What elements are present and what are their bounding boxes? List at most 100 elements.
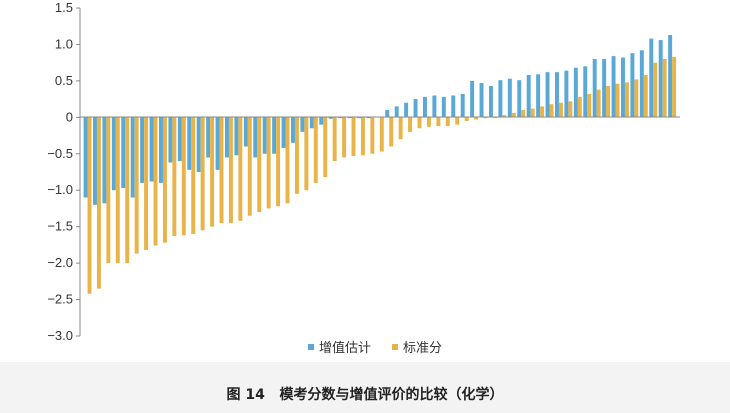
- bar-value-added: [168, 117, 173, 163]
- y-tick-label: 1.5: [55, 0, 73, 15]
- y-tick-label: −2.0: [47, 255, 73, 270]
- bar-value-added: [611, 56, 616, 118]
- bar-standard-score: [87, 117, 92, 294]
- bar-value-added: [234, 117, 239, 156]
- y-tick-label: 0.5: [55, 73, 73, 88]
- bar-standard-score: [568, 101, 573, 118]
- bar-value-added: [177, 117, 182, 162]
- bar-value-added: [215, 117, 220, 170]
- bar-value-added: [92, 117, 97, 205]
- bar-value-added: [413, 99, 418, 118]
- bar-value-added: [517, 80, 522, 118]
- bar-standard-score: [191, 117, 196, 234]
- bar-value-added: [243, 117, 248, 147]
- bar-value-added: [460, 94, 465, 118]
- y-tick-label: −0.5: [47, 146, 73, 161]
- bar-value-added: [564, 70, 569, 118]
- bar-standard-score: [587, 94, 592, 118]
- y-tick-label: 0: [66, 109, 73, 124]
- legend-swatch-standard-score: [392, 344, 398, 350]
- bar-value-added: [451, 95, 456, 118]
- bar-standard-score: [417, 117, 422, 129]
- bar-value-added: [630, 53, 635, 118]
- bar-value-added: [620, 57, 625, 118]
- bar-value-added: [366, 117, 371, 119]
- y-tick-label: −2.5: [47, 292, 73, 307]
- bar-value-added: [507, 78, 512, 118]
- bar-standard-score: [106, 117, 111, 264]
- bar-standard-score: [653, 62, 658, 118]
- bar-standard-score: [408, 117, 413, 132]
- bar-standard-score: [323, 117, 328, 178]
- bar-standard-score: [115, 117, 120, 264]
- bar-standard-score: [238, 117, 243, 221]
- bar-standard-score: [624, 82, 629, 118]
- bar-value-added: [262, 117, 267, 154]
- legend: 增值估计 标准分: [308, 340, 442, 356]
- y-tick-label: −1.0: [47, 182, 73, 197]
- bar-value-added: [639, 50, 644, 118]
- y-tick-label: −3.0: [47, 328, 73, 343]
- bar-standard-score: [558, 102, 563, 118]
- bar-value-added: [281, 117, 286, 148]
- chart-area: 1.5 1.0 0.5 0 −0.5 −1.0 −1.5 −2.0 −2.5 −3.0 增值估计 …: [47, 0, 680, 356]
- bar-value-added: [488, 85, 493, 118]
- bar-value-added: [347, 117, 352, 119]
- bar-value-added: [536, 74, 541, 118]
- bar-standard-score: [313, 117, 318, 183]
- bar-standard-score: [266, 117, 271, 209]
- bar-standard-score: [162, 117, 167, 243]
- bar-value-added: [187, 117, 192, 170]
- bar-value-added: [111, 117, 116, 191]
- caption-bar: 图 14 模考分数与增值评价的比较（化学）: [0, 362, 730, 413]
- bar-standard-score: [492, 117, 497, 119]
- bar-value-added: [658, 40, 663, 118]
- bar-standard-score: [615, 83, 620, 118]
- bar-value-added: [130, 117, 135, 198]
- bar-standard-score: [606, 85, 611, 118]
- bar-value-added: [300, 117, 305, 132]
- bar-standard-score: [219, 117, 224, 224]
- bar-standard-score: [96, 117, 101, 289]
- bar-value-added: [309, 117, 314, 129]
- bar-value-added: [385, 110, 390, 118]
- bar-value-added: [83, 117, 88, 198]
- bar-standard-score: [426, 117, 431, 127]
- bar-standard-score: [436, 117, 441, 127]
- bar-value-added: [394, 106, 399, 118]
- bar-standard-score: [577, 96, 582, 118]
- bar-value-added: [545, 72, 550, 118]
- bar-standard-score: [228, 117, 233, 224]
- bar-value-added: [224, 117, 229, 158]
- bar-standard-score: [172, 117, 177, 237]
- bar-standard-score: [332, 117, 337, 162]
- bar-standard-score: [455, 117, 460, 125]
- bar-standard-score: [502, 115, 507, 118]
- bar-standard-score: [153, 117, 158, 246]
- bar-value-added: [140, 117, 145, 183]
- bar-standard-score: [634, 79, 639, 118]
- bar-chart: 1.5 1.0 0.5 0 −0.5 −1.0 −1.5 −2.0 −2.5 −3.0 增值估计 …: [47, 0, 680, 356]
- bar-value-added: [196, 117, 201, 172]
- bar-standard-score: [662, 59, 667, 118]
- bar-standard-score: [257, 117, 262, 213]
- bar-standard-score: [596, 89, 601, 118]
- bar-value-added: [649, 38, 654, 118]
- bar-value-added: [158, 117, 163, 183]
- bar-value-added: [526, 75, 531, 118]
- bar-standard-score: [294, 117, 299, 194]
- bar-standard-score: [134, 117, 139, 254]
- bar-value-added: [432, 95, 437, 118]
- bar-value-added: [290, 117, 295, 143]
- legend-swatch-value-added: [308, 344, 314, 350]
- bar-standard-score: [483, 117, 488, 119]
- legend-label-value-added: 增值估计: [319, 340, 371, 356]
- bar-value-added: [554, 72, 559, 118]
- bar-value-added: [272, 117, 277, 154]
- bar-value-added: [592, 59, 597, 118]
- bar-value-added: [328, 117, 333, 119]
- bar-standard-score: [210, 117, 215, 227]
- bar-standard-score: [351, 117, 356, 156]
- y-axis-ticks: 1.5 1.0 0.5 0 −0.5 −1.0 −1.5 −2.0 −2.5 −3.0: [47, 0, 80, 343]
- bar-value-added: [102, 117, 107, 204]
